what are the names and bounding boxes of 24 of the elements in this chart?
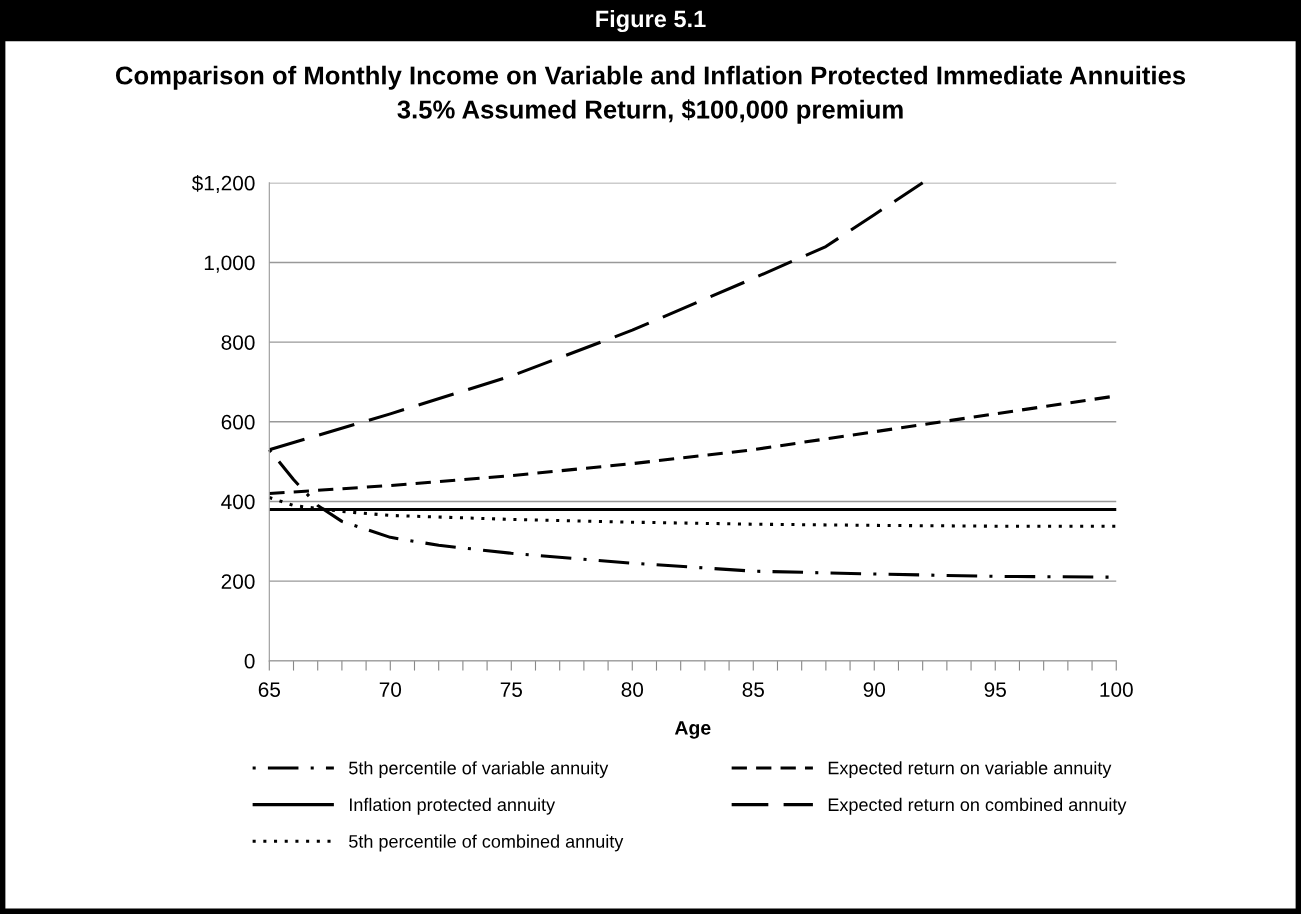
y-tick-label: 600 <box>221 414 255 430</box>
caption: Figure 5.1 <box>596 9 706 33</box>
y-tick-label: $1,200 <box>191 174 255 194</box>
chart-subtitle: 3.5% Assumed Return, $100,000 premium <box>397 99 903 124</box>
x-tick-label: 70 <box>379 682 402 697</box>
x-tick-label: 90 <box>863 682 886 697</box>
legend-label: Expected return on combined annuity <box>828 797 1127 815</box>
y-tick-label: 800 <box>221 335 255 350</box>
x-tick-label: 100 <box>1100 682 1133 697</box>
x-tick-label: 75 <box>500 682 523 697</box>
y-tick-label: 400 <box>221 494 255 510</box>
chart-title: Comparison of Monthly Income on Variable and Inflation Protected Immediate Annuities <box>115 65 1186 90</box>
x-tick-label: 80 <box>621 682 644 697</box>
y-tick-label: 0 <box>244 653 255 669</box>
legend-label: Inflation protected annuity <box>349 797 556 815</box>
legend-label: 5th percentile of variable annuity <box>349 761 609 778</box>
x-axis-title: Age <box>674 721 711 739</box>
x-tick-label: 65 <box>258 682 281 697</box>
x-tick-label: 95 <box>984 682 1006 697</box>
y-tick-label: 1,000 <box>204 255 255 273</box>
x-tick-label: 85 <box>742 682 764 697</box>
y-tick-label: 200 <box>221 574 255 589</box>
legend-label: 5th percentile of combined annuity <box>349 834 624 852</box>
legend-label: Expected return on variable annuity <box>828 761 1112 778</box>
